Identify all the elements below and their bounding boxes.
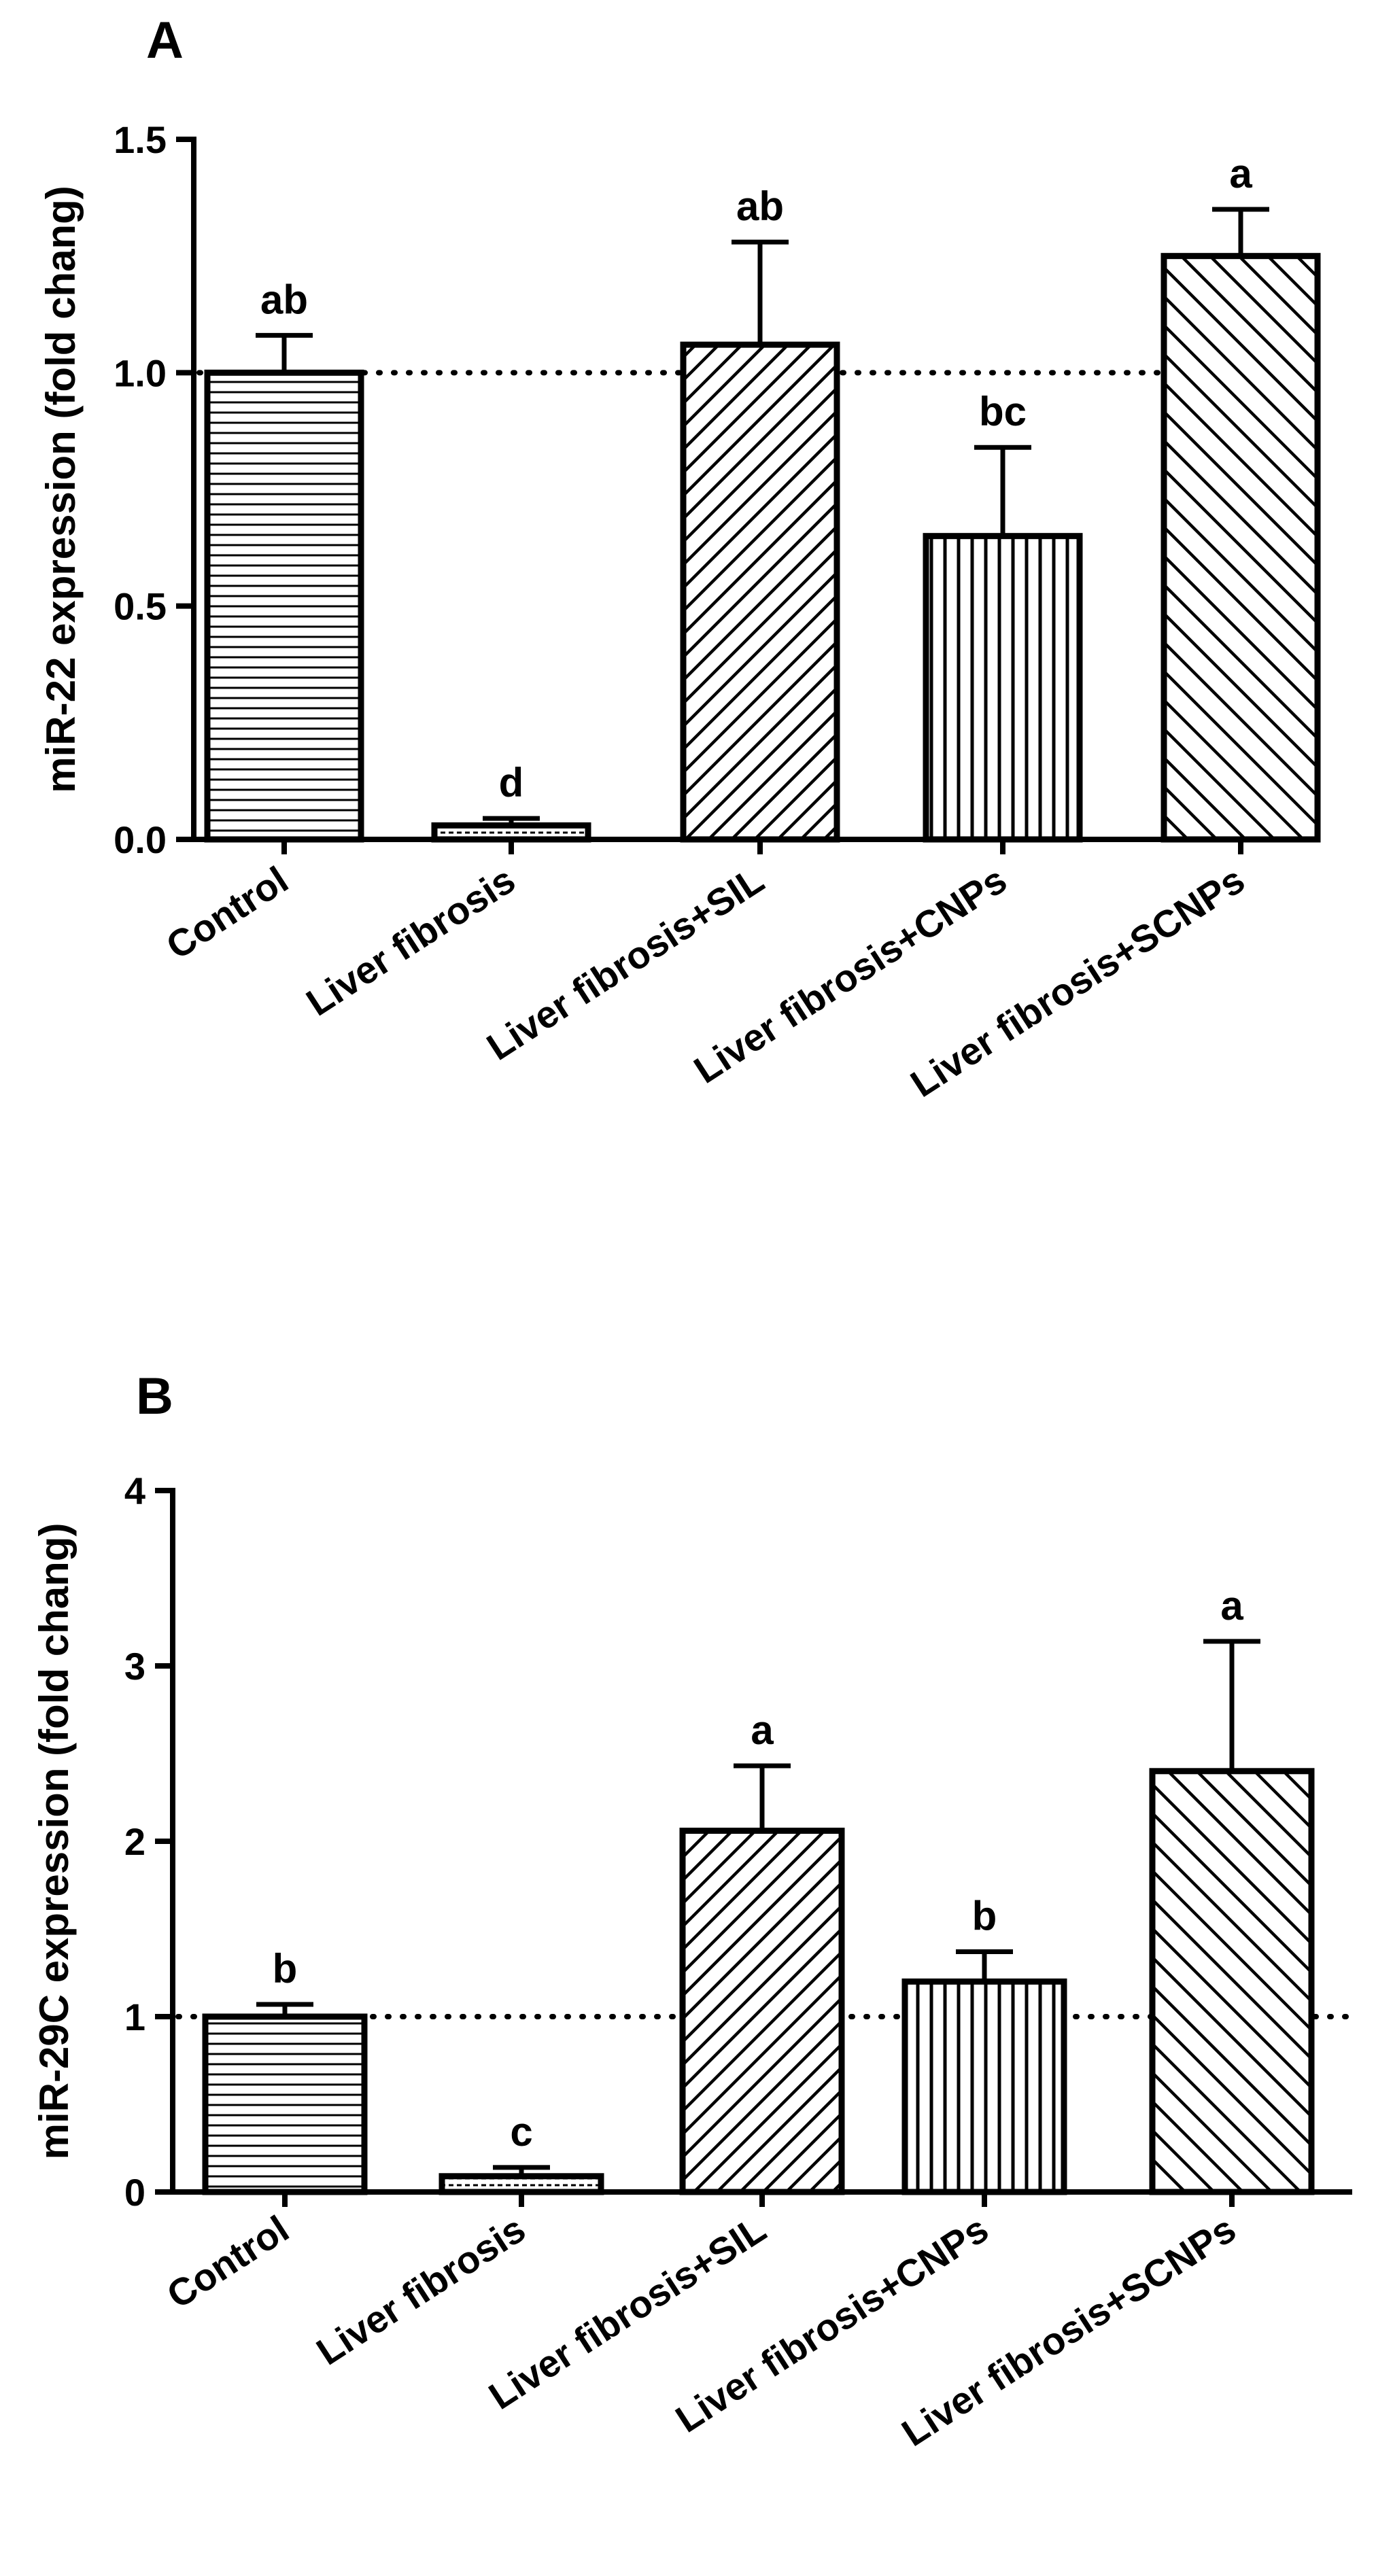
bar [923, 533, 1083, 843]
panel-letter: A [146, 12, 184, 69]
x-tick-label: Liver fibrosis [309, 2207, 532, 2373]
x-tick-label: Liver fibrosis [298, 858, 522, 1024]
significance-label: ab [260, 277, 308, 322]
x-tick-label: Control [159, 2207, 296, 2316]
y-tick-label: 1.0 [114, 351, 167, 394]
y-tick-label: 2 [124, 1820, 145, 1863]
y-tick-label: 1 [124, 1996, 145, 2038]
bar [202, 2013, 368, 2195]
bar [1149, 1768, 1315, 2195]
y-tick-label: 1.5 [114, 118, 167, 161]
y-axis-label: miR-22 expression (fold chang) [38, 186, 84, 793]
significance-label: bc [979, 389, 1027, 434]
significance-label: ab [736, 184, 784, 229]
bar [901, 1978, 1067, 2195]
y-tick-label: 0.5 [114, 585, 167, 628]
y-tick-label: 0 [124, 2171, 145, 2214]
significance-label: b [972, 1894, 997, 1939]
significance-label: b [273, 1946, 298, 1991]
bar [680, 341, 840, 843]
panel-letter: B [136, 1368, 173, 1425]
y-tick-label: 4 [124, 1469, 145, 1512]
significance-label: a [1220, 1583, 1243, 1629]
bar [204, 369, 364, 843]
y-axis-label: miR-29C expression (fold chang) [31, 1523, 77, 2160]
y-tick-label: 0.0 [114, 818, 167, 861]
bar [679, 1828, 845, 2195]
x-tick-label: Control [158, 858, 295, 967]
significance-label: d [499, 760, 524, 805]
bar [1160, 253, 1321, 843]
significance-label: a [1229, 151, 1252, 196]
significance-label: c [510, 2109, 532, 2155]
y-tick-label: 3 [124, 1645, 145, 1688]
significance-label: a [751, 1707, 774, 1753]
